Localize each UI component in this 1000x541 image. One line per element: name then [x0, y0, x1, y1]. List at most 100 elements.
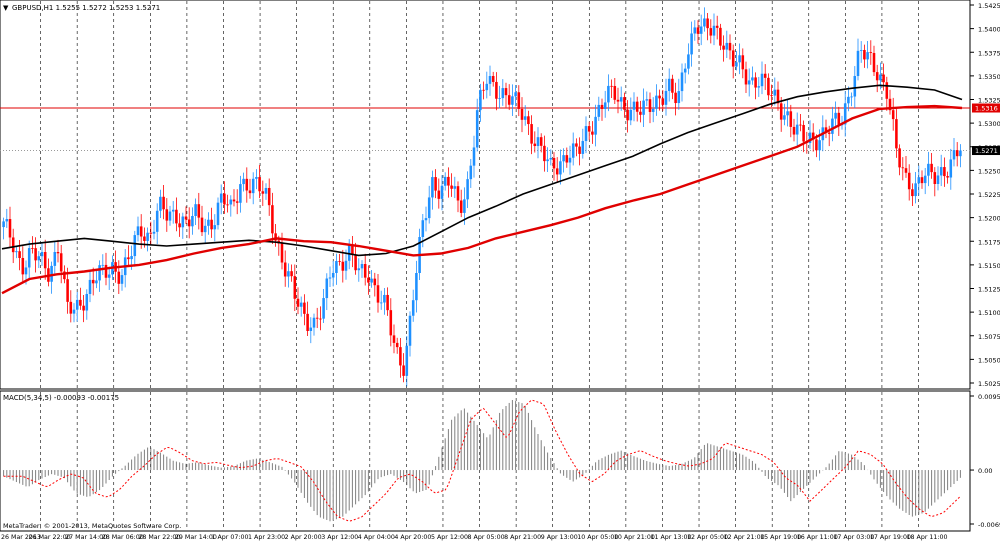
candle-body: [261, 191, 265, 194]
candle-body: [693, 27, 697, 34]
candle-body: [783, 115, 786, 120]
candle-body: [143, 236, 146, 241]
candle-body: [149, 232, 153, 234]
candle-body: [904, 168, 908, 173]
candle-body: [15, 251, 18, 253]
candle-body: [104, 264, 108, 278]
time-tick-label: 3 Apr 12:00: [321, 534, 358, 541]
macd-tick-label: -0.00693: [978, 521, 1000, 529]
candle-body: [869, 52, 873, 53]
candle-body: [53, 252, 57, 266]
candle-body: [949, 159, 953, 178]
candle-body: [776, 89, 780, 104]
symbol-info-label: GBPUSD,H1 1.5255 1.5272 1.5253 1.5271: [12, 4, 160, 12]
candle-body: [722, 45, 725, 50]
candle-body: [453, 186, 457, 189]
candle-body: [571, 143, 575, 158]
candle-body: [475, 110, 479, 148]
candle-body: [706, 18, 709, 29]
candle-body: [770, 95, 773, 97]
price-tick-label: 1.5400: [978, 26, 1000, 34]
candle-body: [251, 178, 255, 194]
candle-body: [421, 220, 425, 238]
candle-body: [219, 193, 223, 203]
candle-body: [463, 199, 466, 213]
time-tick-label: 4 Apr 04:00: [358, 534, 395, 541]
candle-body: [773, 89, 777, 96]
candle-body: [747, 80, 751, 85]
time-tick-label: 1 Apr 23:00: [248, 534, 285, 541]
candle-body: [587, 126, 591, 132]
price-tick-label: 1.5225: [978, 191, 1000, 199]
copyright-label: MetaTrader, © 2001-2013, MetaQuotes Soft…: [3, 522, 181, 530]
candle-body: [795, 124, 799, 135]
candle-body: [719, 27, 722, 46]
candle-body: [824, 127, 828, 133]
price-tick-label: 1.5325: [978, 97, 1000, 105]
price-tick-label: 1.5300: [978, 120, 1000, 128]
candle-body: [504, 88, 508, 96]
candle-body: [895, 119, 898, 149]
candle-body: [687, 54, 690, 69]
candle-body: [21, 257, 25, 275]
candle-body: [911, 189, 914, 197]
candle-body: [184, 216, 188, 220]
candle-body: [555, 168, 559, 175]
candle-body: [31, 248, 34, 249]
candle-body: [549, 157, 553, 160]
price-tick-label: 1.5075: [978, 333, 1000, 341]
price-tick-label: 1.5200: [978, 215, 1000, 223]
candle-body: [216, 202, 220, 226]
candle-body: [287, 271, 290, 277]
price-tick-label: 1.5025: [978, 380, 1000, 388]
candle-body: [527, 116, 530, 125]
candle-body: [728, 42, 732, 51]
candle-body: [18, 251, 21, 258]
candle-body: [827, 132, 831, 134]
candle-body: [431, 177, 434, 198]
candle-body: [399, 347, 402, 366]
macd-histogram: [3, 400, 961, 522]
candle-body: [952, 150, 956, 160]
time-tick-label: 26 Mar 22:00: [29, 534, 71, 541]
candle-body: [191, 216, 194, 227]
candle-body: [450, 185, 453, 189]
candle-body: [331, 272, 335, 278]
candle-body: [159, 196, 162, 211]
candle-body: [415, 272, 418, 301]
candle-body: [741, 55, 745, 70]
candle-body: [200, 217, 204, 233]
candle-body: [344, 260, 348, 271]
candle-body: [5, 219, 9, 222]
time-tick-label: 8 Apr 21:00: [504, 534, 541, 541]
candle-body: [786, 111, 789, 116]
candle-body: [799, 124, 802, 126]
candle-body: [379, 302, 383, 304]
candle-body: [383, 294, 386, 303]
candle-body: [584, 126, 588, 142]
candle-body: [248, 190, 252, 194]
price-tick-label: 1.5375: [978, 49, 1000, 57]
candle-body: [479, 89, 482, 111]
candle-body: [639, 111, 642, 115]
candle-body: [744, 69, 748, 85]
current-price-tag: [972, 146, 1000, 156]
candle-body: [635, 101, 639, 112]
candle-body: [677, 91, 681, 104]
candle-body: [187, 219, 191, 227]
candle-body: [139, 226, 143, 237]
candle-body: [168, 211, 172, 221]
candle-body: [69, 301, 73, 314]
candle-body: [210, 219, 213, 230]
candle-body: [680, 72, 684, 92]
candle-body: [738, 55, 741, 63]
candle-body: [837, 112, 841, 125]
candle-body: [664, 90, 668, 105]
candle-body: [312, 317, 316, 328]
dropdown-arrow-icon[interactable]: ▼: [3, 4, 9, 12]
candle-body: [335, 261, 338, 273]
time-tick-label: 17 Apr 19:00: [870, 534, 911, 541]
candle-body: [607, 85, 610, 103]
time-tick-label: 29 Mar 14:00: [175, 534, 217, 541]
